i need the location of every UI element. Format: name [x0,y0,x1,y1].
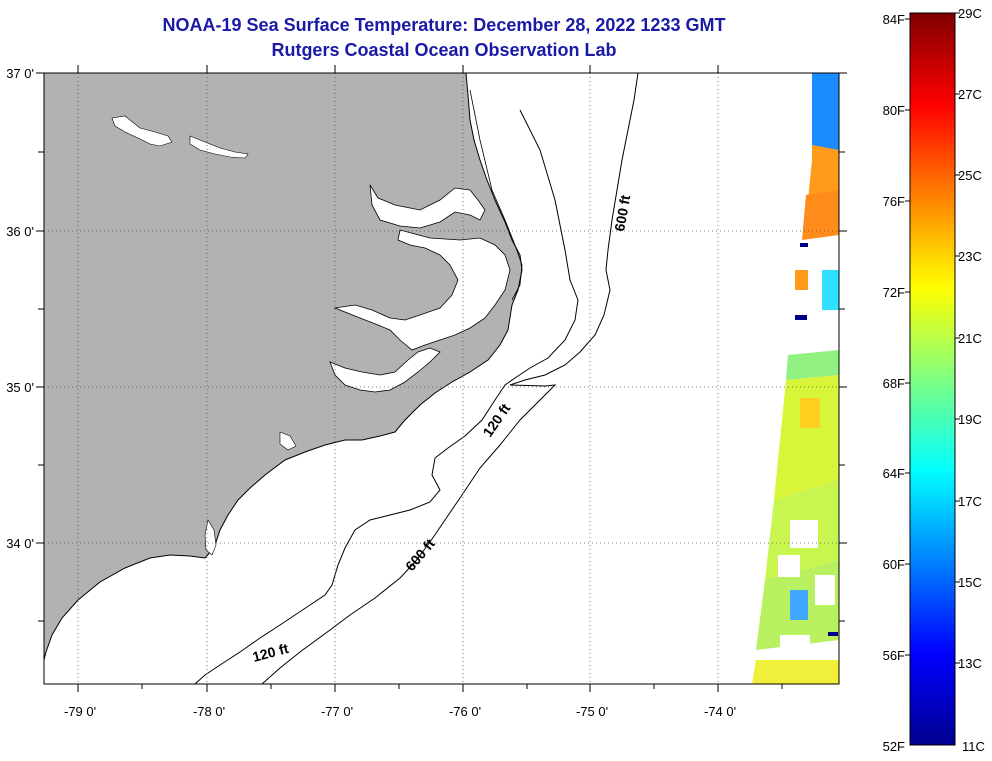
sst-swath [752,73,839,684]
map-frame [43,72,840,685]
barrier-islands [469,89,523,301]
colorbar-f-72: 72F [883,285,905,300]
isobath-120ft [194,109,579,684]
lon-label-77: -77 0' [321,704,353,719]
gaston-lake [189,135,249,159]
colorbar-c-25: 25C [958,168,982,183]
new-river [279,431,297,451]
lat-label-37: 37 0' [6,66,34,81]
colorbar-c-21: 21C [958,331,982,346]
graticule [44,73,839,684]
colorbar-f-68: 68F [883,376,905,391]
lat-label-36: 36 0' [6,224,34,239]
colorbar-f-60: 60F [883,557,905,572]
colorbar-ticks [905,12,960,664]
colorbar-c-23: 23C [958,249,982,264]
lon-label-74: -74 0' [704,704,736,719]
albemarle-sound [369,184,486,229]
colorbar-f-52: 52F [883,739,905,754]
isobath-600ft [261,73,639,684]
colorbar-c-27: 27C [958,87,982,102]
cape-fear-river [204,519,217,556]
pamlico-sound [333,229,511,351]
colorbar-f-76: 76F [883,194,905,209]
colorbar-c-15: 15C [958,575,982,590]
colorbar-f-80: 80F [883,103,905,118]
neuse-river [329,347,441,393]
contour-label-600-north: 600 ft [611,193,633,232]
lat-label-35: 35 0' [6,380,34,395]
colorbar-f-84: 84F [883,12,905,27]
lat-label-34: 34 0' [6,536,34,551]
title-line-2: Rutgers Coastal Ocean Observation Lab [271,40,617,60]
colorbar-c-11: 11C [962,739,985,754]
colorbar-f-56: 56F [883,648,905,663]
lon-label-76: -76 0' [449,704,481,719]
colorbar-f-64: 64F [883,466,905,481]
map-ticks [36,65,847,692]
colorbar-c-13: 13C [958,656,982,671]
colorbar-c-19: 19C [958,412,982,427]
kerr-lake [111,115,173,147]
lon-label-78: -78 0' [193,704,225,719]
lon-label-75: -75 0' [576,704,608,719]
colorbar-c-17: 17C [958,494,982,509]
title-line-1: NOAA-19 Sea Surface Temperature: Decembe… [162,15,726,35]
colorbar [909,12,956,746]
colorbar-c-29: 29C [958,6,982,21]
lon-label-79: -79 0' [64,704,96,719]
